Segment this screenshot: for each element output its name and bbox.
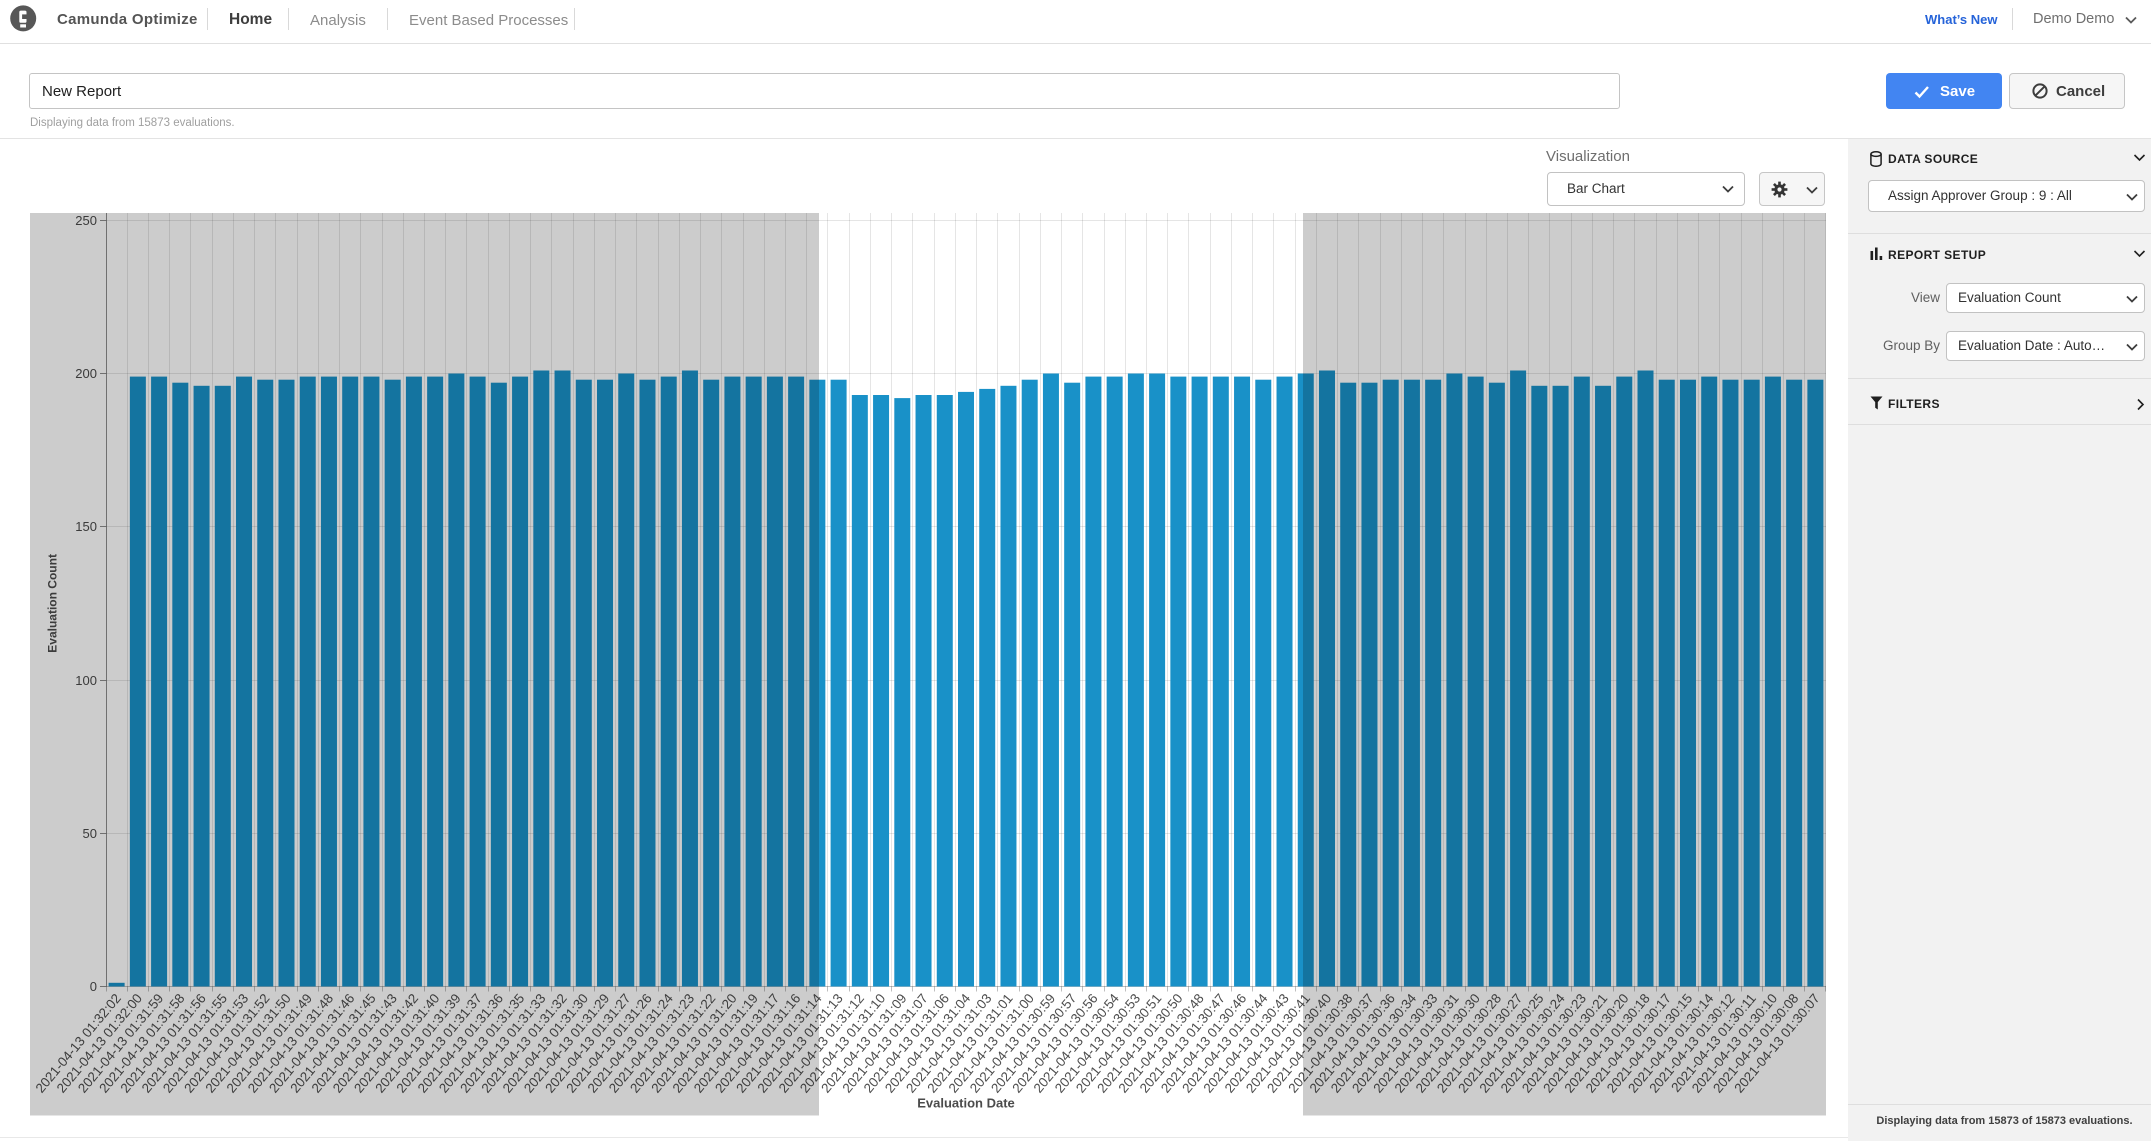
- svg-text:0: 0: [90, 979, 97, 994]
- svg-text:50: 50: [83, 826, 97, 841]
- svg-text:Evaluation Count: Evaluation Count: [46, 554, 60, 653]
- svg-text:250: 250: [75, 213, 97, 228]
- svg-text:100: 100: [75, 673, 97, 688]
- svg-text:150: 150: [75, 519, 97, 534]
- svg-text:200: 200: [75, 366, 97, 381]
- svg-text:Evaluation Date: Evaluation Date: [917, 1096, 1015, 1111]
